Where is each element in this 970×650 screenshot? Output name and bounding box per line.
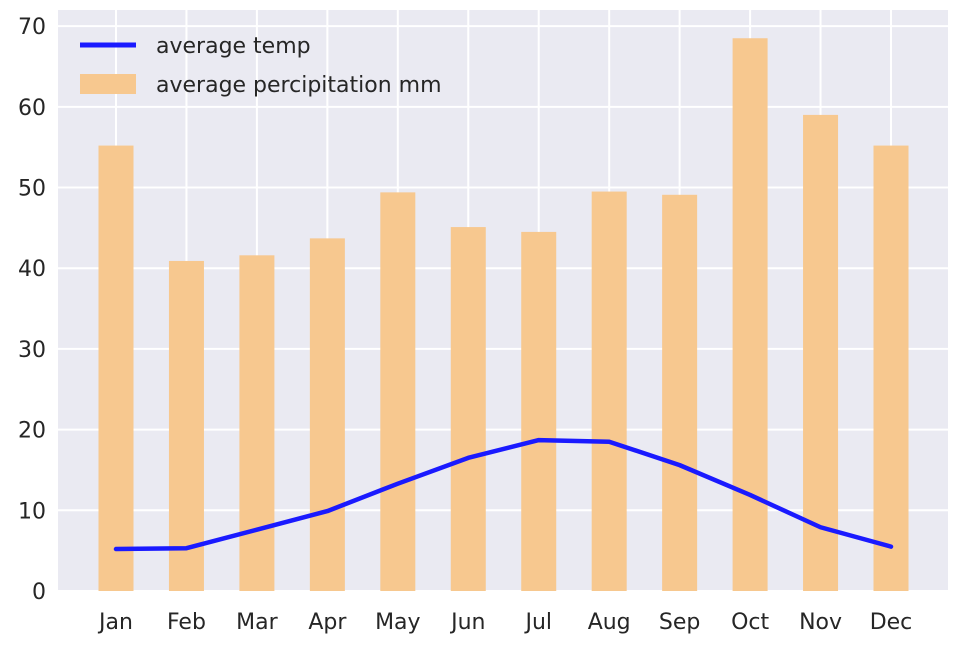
x-tick-label: Jul — [523, 610, 552, 635]
bar-jul — [521, 231, 557, 591]
x-tick-label: Feb — [167, 610, 206, 635]
legend-label-temp: average temp — [156, 34, 311, 59]
x-tick-label: Sep — [659, 610, 700, 635]
y-tick-label: 60 — [18, 96, 46, 121]
x-tick-label: Jun — [449, 610, 485, 635]
y-tick-label: 10 — [18, 499, 46, 524]
x-tick-label: Dec — [870, 610, 913, 635]
x-tick-label: May — [375, 610, 420, 635]
bar-nov — [803, 114, 839, 592]
x-axis-ticks: Jan Feb Mar Apr May Jun Jul Aug Sep Oct Nov Dec — [97, 610, 912, 635]
legend-label-precip: average percipitation mm — [156, 73, 442, 98]
bar-may — [380, 192, 416, 591]
y-tick-label: 50 — [18, 177, 46, 202]
x-tick-label: Oct — [731, 610, 769, 635]
y-tick-label: 20 — [18, 419, 46, 444]
bar-apr — [309, 238, 345, 591]
x-tick-label: Jan — [97, 610, 133, 635]
y-tick-label: 70 — [18, 15, 46, 40]
legend: average temp average percipitation mm — [80, 34, 442, 98]
bar-sep — [662, 194, 698, 591]
bar-jan — [98, 145, 134, 592]
bar-aug — [591, 191, 627, 591]
x-tick-label: Aug — [588, 610, 631, 635]
y-axis-ticks: 0 10 20 30 40 50 60 70 — [18, 15, 46, 605]
y-tick-label: 30 — [18, 338, 46, 363]
line-average-temp — [113, 437, 894, 552]
y-tick-label: 0 — [32, 580, 46, 605]
bar-series — [98, 38, 909, 592]
bar-mar — [239, 255, 275, 592]
legend-bar-swatch — [80, 74, 136, 94]
x-tick-label: Nov — [799, 610, 842, 635]
bar-dec — [873, 145, 909, 592]
line-series — [113, 437, 894, 552]
x-tick-label: Apr — [308, 610, 347, 635]
bar-feb — [168, 260, 204, 591]
y-tick-label: 40 — [18, 257, 46, 282]
bar-jun — [450, 227, 486, 591]
x-tick-label: Mar — [236, 610, 278, 635]
bar-oct — [732, 38, 768, 592]
